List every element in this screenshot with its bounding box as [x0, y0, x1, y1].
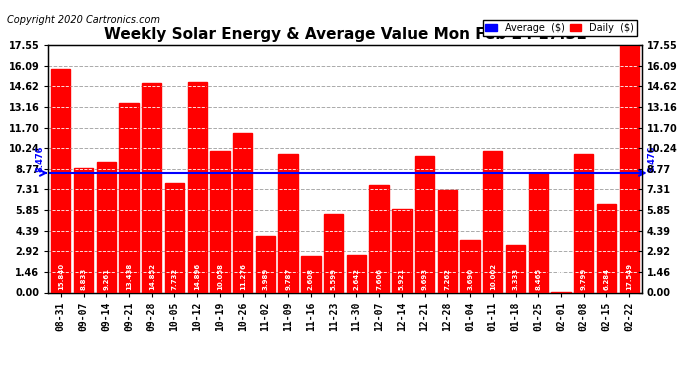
- Bar: [210, 151, 230, 292]
- Text: 5.921: 5.921: [399, 268, 405, 290]
- Text: 10.058: 10.058: [217, 263, 223, 290]
- Bar: [437, 190, 457, 292]
- Text: 14.852: 14.852: [149, 263, 155, 290]
- Text: 13.438: 13.438: [126, 263, 132, 290]
- Text: 11.276: 11.276: [239, 264, 246, 290]
- Bar: [529, 173, 548, 292]
- Bar: [256, 236, 275, 292]
- Text: 8.476: 8.476: [36, 145, 45, 171]
- Text: 9.693: 9.693: [422, 268, 428, 290]
- Text: 5.599: 5.599: [331, 268, 337, 290]
- Bar: [74, 168, 93, 292]
- Title: Weekly Solar Energy & Average Value Mon Feb 24 17:31: Weekly Solar Energy & Average Value Mon …: [104, 27, 586, 42]
- Text: 15.840: 15.840: [58, 263, 63, 290]
- Text: 9.787: 9.787: [285, 268, 291, 290]
- Text: 2.608: 2.608: [308, 268, 314, 290]
- Bar: [460, 240, 480, 292]
- Text: 7.732: 7.732: [172, 268, 177, 290]
- Text: 3.989: 3.989: [262, 268, 268, 290]
- Bar: [620, 45, 639, 292]
- Text: 7.262: 7.262: [444, 268, 451, 290]
- Bar: [119, 103, 139, 292]
- Bar: [369, 185, 388, 292]
- Text: 17.549: 17.549: [627, 263, 632, 290]
- Bar: [597, 204, 616, 292]
- Text: 6.284: 6.284: [604, 268, 609, 290]
- Text: 7.606: 7.606: [376, 268, 382, 290]
- Legend: Average  ($), Daily  ($): Average ($), Daily ($): [482, 20, 637, 36]
- Bar: [574, 154, 593, 292]
- Text: 14.896: 14.896: [194, 263, 200, 290]
- Text: 9.799: 9.799: [581, 268, 586, 290]
- Bar: [324, 213, 344, 292]
- Bar: [142, 83, 161, 292]
- Bar: [506, 246, 525, 292]
- Text: 2.642: 2.642: [353, 268, 359, 290]
- Text: 9.261: 9.261: [104, 268, 109, 290]
- Bar: [233, 134, 253, 292]
- Bar: [51, 69, 70, 292]
- Bar: [483, 152, 502, 292]
- Bar: [302, 256, 321, 292]
- Text: 8.833: 8.833: [81, 268, 86, 290]
- Text: 8.465: 8.465: [535, 268, 541, 290]
- Bar: [97, 162, 116, 292]
- Text: Copyright 2020 Cartronics.com: Copyright 2020 Cartronics.com: [7, 15, 160, 25]
- Text: 3.690: 3.690: [467, 268, 473, 290]
- Bar: [188, 82, 207, 292]
- Text: 0.008: 0.008: [558, 268, 564, 290]
- Text: 8.476: 8.476: [647, 145, 656, 171]
- Bar: [279, 154, 298, 292]
- Bar: [415, 156, 434, 292]
- Bar: [392, 209, 411, 292]
- Bar: [346, 255, 366, 292]
- Bar: [165, 183, 184, 292]
- Text: 10.002: 10.002: [490, 263, 496, 290]
- Text: 3.333: 3.333: [513, 268, 518, 290]
